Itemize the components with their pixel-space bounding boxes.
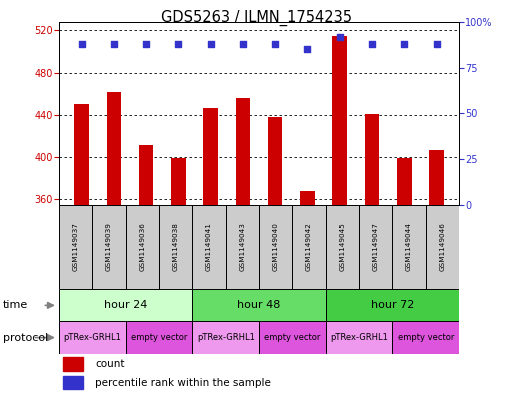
Bar [126, 205, 159, 289]
Bar [292, 205, 326, 289]
Text: percentile rank within the sample: percentile rank within the sample [95, 378, 271, 388]
Bar [326, 205, 359, 289]
Bar [235, 98, 250, 205]
Text: protocol: protocol [3, 332, 48, 343]
Bar [397, 158, 411, 205]
Text: GDS5263 / ILMN_1754235: GDS5263 / ILMN_1754235 [161, 10, 352, 26]
Bar [203, 108, 218, 205]
Bar [63, 358, 83, 371]
Bar [92, 205, 126, 289]
Text: GSM1149036: GSM1149036 [140, 222, 145, 272]
Text: time: time [3, 300, 28, 310]
Bar [326, 289, 459, 321]
Text: GSM1149042: GSM1149042 [306, 222, 312, 272]
Text: pTRex-GRHL1: pTRex-GRHL1 [64, 333, 121, 342]
Bar [139, 145, 153, 205]
Bar [259, 321, 326, 354]
Bar [107, 92, 121, 205]
Text: pTRex-GRHL1: pTRex-GRHL1 [197, 333, 254, 342]
Point [368, 41, 376, 47]
Text: empty vector: empty vector [264, 333, 321, 342]
Point [174, 41, 183, 47]
Text: GSM1149045: GSM1149045 [340, 222, 345, 272]
Bar [226, 205, 259, 289]
Bar [359, 205, 392, 289]
Bar [159, 205, 192, 289]
Text: count: count [95, 359, 125, 369]
Text: GSM1149047: GSM1149047 [373, 222, 379, 272]
Bar [300, 191, 315, 205]
Bar [126, 321, 192, 354]
Text: GSM1149038: GSM1149038 [173, 222, 179, 272]
Text: GSM1149040: GSM1149040 [273, 222, 279, 272]
Bar [332, 36, 347, 205]
Bar [59, 321, 126, 354]
Point [142, 41, 150, 47]
Bar [171, 158, 186, 205]
Text: hour 48: hour 48 [238, 300, 281, 310]
Bar [259, 205, 292, 289]
Bar [63, 376, 83, 389]
Point [110, 41, 118, 47]
Point [207, 41, 215, 47]
Text: hour 72: hour 72 [371, 300, 414, 310]
Text: empty vector: empty vector [131, 333, 187, 342]
Text: empty vector: empty vector [398, 333, 454, 342]
Bar [192, 289, 326, 321]
Point [336, 33, 344, 40]
Text: GSM1149041: GSM1149041 [206, 222, 212, 272]
Bar [192, 321, 259, 354]
Text: GSM1149043: GSM1149043 [240, 222, 245, 272]
Bar [268, 117, 283, 205]
Point [77, 41, 86, 47]
Text: hour 24: hour 24 [104, 300, 147, 310]
Text: GSM1149046: GSM1149046 [440, 222, 445, 272]
Text: GSM1149037: GSM1149037 [73, 222, 78, 272]
Point [400, 41, 408, 47]
Text: GSM1149039: GSM1149039 [106, 222, 112, 272]
Point [239, 41, 247, 47]
Bar [429, 150, 444, 205]
Text: pTRex-GRHL1: pTRex-GRHL1 [330, 333, 388, 342]
Bar [392, 321, 459, 354]
Bar [365, 114, 379, 205]
Bar [426, 205, 459, 289]
Bar [192, 205, 226, 289]
Bar [326, 321, 392, 354]
Bar [392, 205, 426, 289]
Point [303, 46, 311, 53]
Point [271, 41, 279, 47]
Text: GSM1149044: GSM1149044 [406, 222, 412, 272]
Bar [59, 205, 92, 289]
Bar [74, 105, 89, 205]
Bar [59, 289, 192, 321]
Point [432, 41, 441, 47]
